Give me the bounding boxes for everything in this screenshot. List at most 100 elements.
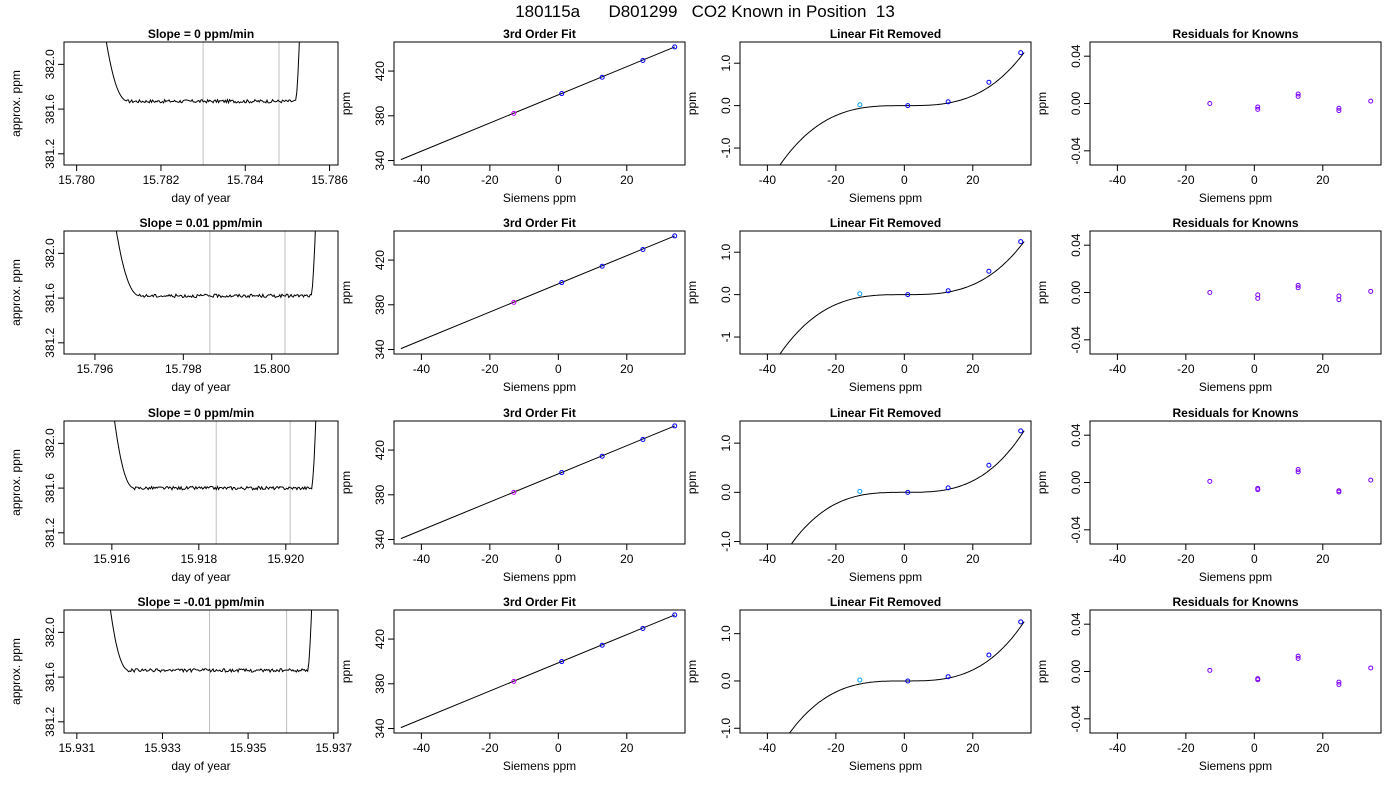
y-axis-label: ppm (685, 471, 699, 494)
x-axis-label: Siemens ppm (1199, 759, 1272, 773)
y-tick-label: 340 (373, 339, 387, 359)
y-tick-label: 382.0 (43, 428, 57, 458)
x-tick-label: -40 (759, 552, 777, 566)
residual-point (1255, 487, 1261, 493)
page-title: 180115a D801299 CO2 Known in Position 13 (515, 2, 895, 21)
x-tick-label: 0 (901, 741, 908, 755)
y-tick-label: 0.04 (1069, 233, 1083, 257)
y-axis-label: ppm (1035, 281, 1049, 304)
fit-point (511, 299, 517, 305)
y-tick-label: 0.00 (1069, 280, 1083, 304)
x-tick-label: 20 (620, 552, 634, 566)
linear-removed-point (857, 488, 863, 494)
x-tick-label: -20 (1177, 173, 1195, 187)
cubic-curve (779, 52, 1025, 165)
plot-frame (739, 41, 1032, 166)
residual-point (1207, 290, 1213, 295)
x-axis-label: Siemens ppm (1199, 380, 1272, 394)
linear-removed-point (986, 79, 992, 85)
y-tick-label: 0.04 (1069, 44, 1083, 68)
residual-point (1336, 489, 1342, 495)
fit-point (559, 659, 565, 665)
plot-area (105, 42, 300, 165)
panel-r3-c3: Linear Fit Removed -40 -20 0 20 -1.0 0.0 1.0 Sie… (685, 406, 1032, 584)
y-tick-label: 382.0 (43, 617, 57, 647)
y-axis-label: ppm (339, 660, 353, 683)
x-tick-label: 20 (620, 362, 634, 376)
x-tick-label: 15.782 (143, 173, 180, 187)
x-tick-label: 15.933 (144, 741, 181, 755)
panel-r1-c3: Linear Fit Removed -40 -20 0 20 -1.0 0.0 1.0 Sie… (685, 27, 1032, 205)
x-tick-label: 20 (1316, 362, 1330, 376)
plot-area (400, 233, 678, 350)
y-tick-label: 381.2 (43, 327, 57, 357)
y-tick-label: 340 (373, 150, 387, 170)
linear-removed-point (986, 652, 992, 658)
x-tick-label: -20 (481, 173, 499, 187)
plot-frame (1089, 420, 1382, 545)
y-axis-label: approx. ppm (9, 259, 23, 326)
panel-r4-c2: 3rd Order Fit -40 -20 0 20 340 380 420 Siemens p… (339, 595, 686, 773)
plot-area (1207, 91, 1374, 114)
fit-line (400, 235, 675, 350)
linear-removed-point (905, 489, 911, 495)
panel-r3-c1: Slope = 0 ppm/min 15.916 15.918 15.920 381.2… (9, 406, 339, 584)
residual-point (1295, 93, 1301, 99)
x-tick-label: -40 (759, 362, 777, 376)
x-tick-label: 20 (966, 362, 980, 376)
x-tick-label: -20 (1177, 362, 1195, 376)
panel-r1-c4: Residuals for Knowns -40 -20 0 20 -0.04 0.00 0.… (1035, 27, 1382, 205)
linear-removed-point (857, 291, 863, 297)
plot-area (115, 231, 316, 354)
y-tick-label: 381.6 (43, 662, 57, 692)
plot-frame (393, 230, 686, 355)
panel-title: Residuals for Knowns (1172, 595, 1298, 609)
y-tick-label: -0.04 (1069, 705, 1083, 733)
x-tick-label: 15.798 (165, 362, 202, 376)
panel-r4-c3: Linear Fit Removed -40 -20 0 20 -1.0 0.0 1.0 Sie… (685, 595, 1032, 773)
fit-point (672, 233, 678, 239)
y-tick-label: -1.0 (719, 137, 733, 158)
fit-point (511, 110, 517, 116)
residual-point (1368, 288, 1374, 294)
plot-area (1207, 653, 1374, 688)
x-tick-label: 20 (620, 741, 634, 755)
x-tick-label: 15.916 (93, 552, 130, 566)
ppm-trace (105, 42, 300, 105)
panel-r2-c1: Slope = 0.01 ppm/min 15.796 15.798 15.800 38… (9, 216, 339, 394)
residual-point (1207, 101, 1213, 106)
fit-point (599, 263, 605, 269)
panels: Slope = 0 ppm/min 15.780 15.782 15.784 15.78… (9, 27, 1382, 773)
x-axis-label: day of year (171, 191, 230, 205)
x-tick-label: -40 (413, 362, 431, 376)
cubic-curve (790, 430, 1025, 544)
x-tick-label: 0 (901, 173, 908, 187)
panel-title: 3rd Order Fit (503, 27, 576, 41)
panel-title: Slope = 0 ppm/min (148, 406, 254, 420)
y-tick-label: 0.04 (1069, 612, 1083, 636)
residual-point (1368, 477, 1374, 483)
x-tick-label: -40 (1109, 362, 1127, 376)
residual-point (1207, 667, 1213, 673)
plot-frame (393, 41, 686, 166)
x-tick-label: -20 (481, 741, 499, 755)
fit-point (559, 91, 565, 97)
x-tick-label: 15.784 (227, 173, 264, 187)
cubic-curve (788, 621, 1025, 733)
plot-frame (739, 230, 1032, 355)
y-axis-label: ppm (339, 92, 353, 115)
y-tick-label: 420 (373, 629, 387, 649)
y-tick-label: 340 (373, 718, 387, 738)
x-tick-label: 0 (555, 362, 562, 376)
linear-removed-point (945, 674, 951, 680)
y-tick-label: 0.0 (719, 484, 733, 501)
panel-r1-c1: Slope = 0 ppm/min 15.780 15.782 15.784 15.78… (9, 27, 348, 205)
residual-point (1295, 653, 1301, 659)
plot-area (779, 50, 1025, 165)
panel-r2-c2: 3rd Order Fit -40 -20 0 20 340 380 420 Siemens p… (339, 216, 686, 394)
x-axis-label: Siemens ppm (503, 191, 576, 205)
x-axis-label: Siemens ppm (1199, 191, 1272, 205)
y-tick-label: 381.6 (43, 473, 57, 503)
residual-point (1295, 466, 1301, 472)
